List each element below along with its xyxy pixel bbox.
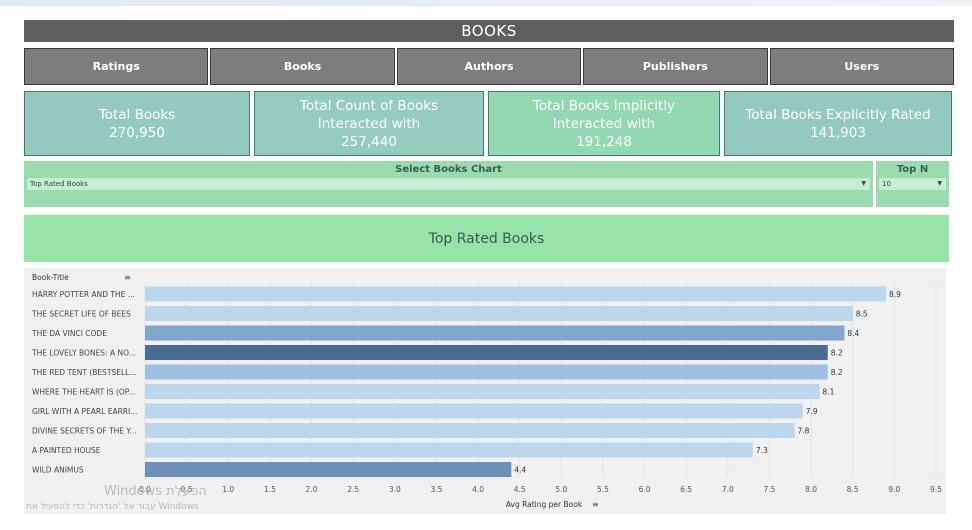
topn-selector: Top N 10 ▼ <box>876 161 949 207</box>
data-label: 8.5 <box>856 310 868 319</box>
category-label: WHERE THE HEART IS (OP... <box>32 388 135 397</box>
category-label: THE RED TENT (BESTSELL... <box>31 368 137 377</box>
bar[interactable] <box>145 325 845 341</box>
category-label: THE DA VINCI CODE <box>31 329 107 338</box>
kpi-value: 191,248 <box>576 133 632 150</box>
nav-authors-button[interactable]: Authors <box>396 48 582 85</box>
y-axis-label: Book-Title <box>32 273 69 282</box>
data-label: 8.4 <box>847 329 859 338</box>
kpi-value: 141,903 <box>810 124 866 141</box>
bar[interactable] <box>145 306 853 321</box>
x-tick-label: 0.5 <box>181 485 193 494</box>
kpi-books-explicit: Total Books Explicitly Rated 141,903 <box>724 91 952 156</box>
x-axis-label: Avg Rating per Book <box>506 500 583 509</box>
kpi-label: Total Books Implicitly Interacted with <box>532 97 676 132</box>
chevron-down-icon[interactable]: ▼ <box>937 180 942 187</box>
category-label: THE LOVELY BONES: A NO... <box>31 349 136 358</box>
category-label: DIVINE SECRETS OF THE Y... <box>32 427 137 436</box>
kpi-books-interacted: Total Count of Books Interacted with 257… <box>254 91 484 156</box>
category-label: THE SECRET LIFE OF BEES <box>31 310 131 319</box>
category-label: A PAINTED HOUSE <box>32 446 101 455</box>
nav-users-button[interactable]: Users <box>769 48 955 85</box>
windows-activation-subtext: עבור אל 'הגדרות' כדי להפעיל את Windows <box>26 502 199 512</box>
chevron-down-icon[interactable]: ▼ <box>861 180 866 187</box>
books-chart-dropdown[interactable]: Top Rated Books ▼ <box>27 178 870 190</box>
windows-activation-watermark: Windows הפעלת <box>104 484 207 499</box>
data-label: 7.3 <box>756 446 768 455</box>
sort-icon[interactable]: ≡ <box>124 273 131 282</box>
x-tick-label: 7.5 <box>764 485 776 494</box>
bar[interactable] <box>145 423 795 438</box>
nav-ratings-button[interactable]: Ratings <box>24 48 209 85</box>
bar[interactable] <box>145 364 828 380</box>
sort-icon[interactable]: ≡ <box>592 500 599 509</box>
dropdown-value: Top Rated Books <box>30 180 88 188</box>
window-top-strip <box>0 0 972 6</box>
bar-chart: Book-Title ≡ HARRY POTTER AND THE ... 8.9 TH… <box>31 273 942 509</box>
kpi-value: 257,440 <box>341 133 397 150</box>
kpi-books-implicit: Total Books Implicitly Interacted with 1… <box>488 91 720 156</box>
kpi-total-books: Total Books 270,950 <box>24 91 250 156</box>
data-label: 4.4 <box>514 466 526 475</box>
x-tick-label: 2.0 <box>306 485 318 494</box>
x-tick-label: 1.0 <box>222 485 234 494</box>
x-tick-label: 3.5 <box>430 485 442 494</box>
x-tick-label: 4.0 <box>472 485 484 494</box>
category-label: HARRY POTTER AND THE ... <box>32 290 135 299</box>
nav-bar: Ratings Books Authors Publishers Users <box>24 48 955 85</box>
x-tick-label: 9.5 <box>930 485 942 494</box>
data-label: 8.1 <box>822 388 834 397</box>
kpi-label: Total Count of Books Interacted with <box>299 97 439 132</box>
data-label: 7.8 <box>797 427 809 436</box>
x-tick-label: 0.0 <box>139 485 151 494</box>
chart-panel: Book-Title ≡ HARRY POTTER AND THE ... 8.9 TH… <box>24 268 946 514</box>
dashboard-title: BOOKS <box>24 20 954 42</box>
data-label: 8.9 <box>889 290 901 299</box>
x-tick-label: 5.5 <box>597 485 609 494</box>
x-tick-label: 9.0 <box>888 485 900 494</box>
x-tick-label: 6.0 <box>639 485 651 494</box>
bar[interactable] <box>145 345 828 360</box>
bar[interactable] <box>145 462 512 477</box>
data-label: 8.2 <box>831 349 843 358</box>
topn-value: 10 <box>882 180 891 188</box>
x-tick-label: 6.5 <box>680 485 692 494</box>
category-label: WILD ANIMUS <box>32 466 84 475</box>
topn-dropdown[interactable]: 10 ▼ <box>879 178 946 190</box>
kpi-row: Total Books 270,950 Total Count of Books… <box>24 91 954 156</box>
bar[interactable] <box>145 403 803 419</box>
books-chart-selector: Select Books Chart Top Rated Books ▼ <box>24 161 873 207</box>
kpi-value: 270,950 <box>109 124 165 141</box>
nav-publishers-button[interactable]: Publishers <box>583 48 768 85</box>
kpi-label: Total Books <box>98 106 176 123</box>
selector-label: Select Books Chart <box>395 164 502 175</box>
data-label: 7.9 <box>806 407 818 416</box>
topn-label: Top N <box>896 164 929 175</box>
x-tick-label: 1.5 <box>264 485 276 494</box>
category-label: GIRL WITH A PEARL EARRI... <box>32 407 137 416</box>
data-label: 8.2 <box>831 368 843 377</box>
bar[interactable] <box>145 442 753 458</box>
x-tick-label: 7.0 <box>722 485 734 494</box>
x-tick-label: 8.5 <box>847 485 859 494</box>
kpi-label: Total Books Explicitly Rated <box>745 106 931 123</box>
bar[interactable] <box>145 384 820 399</box>
x-tick-label: 2.5 <box>347 485 359 494</box>
x-tick-label: 4.5 <box>514 485 526 494</box>
x-tick-label: 8.0 <box>805 485 817 494</box>
chart-title: Top Rated Books <box>24 215 949 262</box>
x-tick-label: 3.0 <box>389 485 401 494</box>
nav-books-button[interactable]: Books <box>210 48 395 85</box>
bar[interactable] <box>145 286 887 302</box>
x-tick-label: 5.0 <box>555 485 567 494</box>
